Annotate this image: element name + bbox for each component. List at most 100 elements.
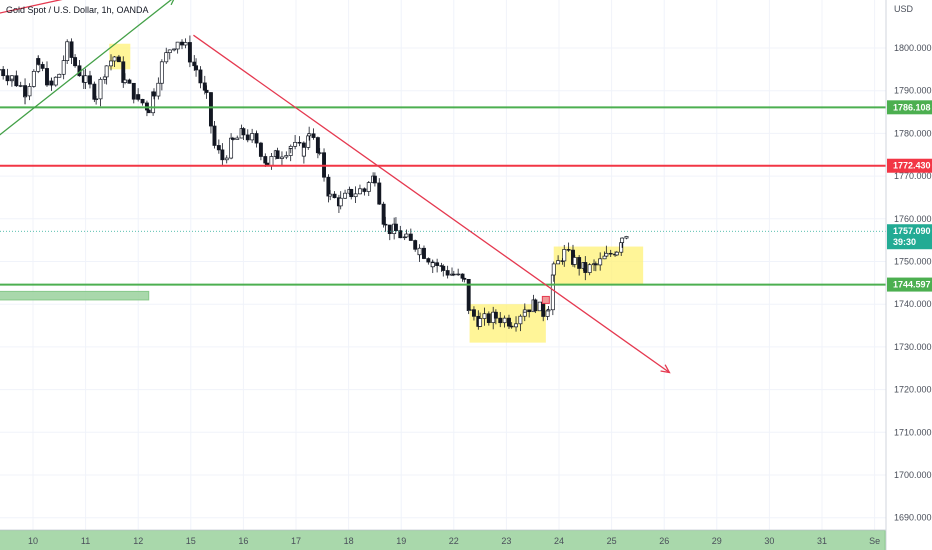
- candle-body: [366, 182, 371, 192]
- price-tick-label: 1690.000: [894, 513, 932, 523]
- candle-body: [482, 313, 487, 319]
- candle-body: [445, 270, 450, 276]
- candles-layer: [0, 35, 629, 332]
- downtrend-line: [193, 34, 670, 374]
- candle-body: [604, 252, 609, 257]
- candle-body: [280, 156, 284, 159]
- price-tag-label: 1786.108: [893, 102, 931, 112]
- candle-body: [164, 52, 169, 63]
- candle-body: [172, 48, 177, 51]
- candle-body: [471, 309, 476, 317]
- candle-body: [537, 301, 542, 312]
- candle-body: [121, 61, 126, 83]
- candle-body: [220, 149, 225, 161]
- candle-body: [53, 76, 58, 86]
- candle-body: [383, 223, 388, 226]
- candle-body: [230, 137, 235, 140]
- candle-body: [587, 264, 592, 273]
- uptrend-line-arrow: [170, 0, 175, 6]
- price-tag-resistance-1772: [887, 158, 932, 173]
- candle-body: [167, 49, 172, 54]
- candle-body: [349, 188, 354, 198]
- candle-body: [362, 189, 367, 192]
- price-tick-label: 1720.000: [894, 385, 932, 395]
- candle-body: [566, 249, 571, 251]
- candle-body: [187, 42, 192, 63]
- candle-body: [235, 137, 240, 140]
- candle-body: [598, 258, 603, 266]
- candle-body: [212, 125, 217, 146]
- price-tick-label: 1710.000: [894, 427, 932, 437]
- currency-label: USD: [894, 4, 914, 14]
- time-tick-label: 26: [659, 536, 669, 546]
- candle-body: [194, 65, 199, 71]
- candle-body: [116, 56, 121, 63]
- candle-body: [502, 317, 507, 324]
- time-tick-label: 22: [449, 536, 459, 546]
- candle-body: [180, 41, 184, 46]
- price-tag-resistance-1786: [887, 100, 932, 115]
- candle-body: [198, 69, 203, 84]
- candle-body: [192, 61, 197, 67]
- candle-body: [577, 257, 582, 269]
- candle-body: [5, 75, 10, 82]
- price-tick-label: 1740.000: [894, 299, 932, 309]
- candle-body: [27, 86, 32, 97]
- time-axis: 10 11 12 15 16 17 18 19 22 23 24 25 26 29 30 31 Se: [0, 529, 886, 546]
- time-tick-label: 19: [396, 536, 406, 546]
- candle-body: [102, 76, 107, 80]
- candle-body: [254, 137, 259, 144]
- candle-body: [358, 188, 362, 195]
- candle-body: [202, 82, 207, 91]
- candle-body: [23, 95, 28, 98]
- candle-body: [460, 273, 465, 279]
- candle-body: [556, 260, 561, 265]
- candle-body: [426, 258, 431, 263]
- candle-body: [541, 301, 546, 317]
- price-tick-label: 1760.000: [894, 214, 932, 224]
- last-price-tag: [887, 224, 932, 250]
- candle-body: [92, 83, 97, 100]
- candle-body: [332, 193, 337, 199]
- candle-body: [533, 299, 538, 312]
- candle-body: [65, 41, 70, 61]
- time-tick-label: 23: [501, 536, 511, 546]
- candle-body: [301, 147, 306, 157]
- candle-body: [40, 64, 45, 69]
- candle-body: [441, 265, 446, 271]
- candle-body: [269, 156, 274, 166]
- candle-body: [14, 75, 19, 87]
- candle-body: [435, 262, 440, 266]
- candle-body: [123, 79, 127, 83]
- candle-body: [317, 152, 322, 154]
- candle-body: [509, 325, 514, 328]
- price-tag-label: 1744.597: [893, 280, 931, 290]
- candle-body: [175, 41, 180, 50]
- price-tick-label: 1770.000: [894, 171, 932, 181]
- price-tick-label: 1750.000: [894, 257, 932, 267]
- candle-body: [608, 252, 613, 255]
- candle-body: [109, 60, 113, 67]
- candle-body: [404, 233, 409, 238]
- candle-body: [131, 82, 136, 100]
- candle-body: [98, 78, 103, 100]
- candle-body: [522, 309, 527, 313]
- candle-body: [112, 56, 117, 62]
- candle-body: [45, 68, 49, 86]
- price-tick-label: 1780.000: [894, 128, 932, 138]
- candle-body: [275, 150, 280, 159]
- candle-body: [297, 141, 302, 144]
- candle-body: [208, 92, 213, 127]
- candle-body: [307, 133, 312, 137]
- grid: [0, 0, 886, 530]
- candle-body: [462, 277, 467, 280]
- candle-body: [493, 311, 498, 319]
- time-tick-label: 31: [817, 536, 827, 546]
- price-axis: 1680.0001690.0001700.0001710.0001720.000…: [885, 0, 932, 550]
- candle-body: [451, 273, 456, 276]
- time-tick-label: 12: [133, 536, 143, 546]
- candle-body: [288, 145, 293, 149]
- time-tick-label: 11: [81, 536, 90, 546]
